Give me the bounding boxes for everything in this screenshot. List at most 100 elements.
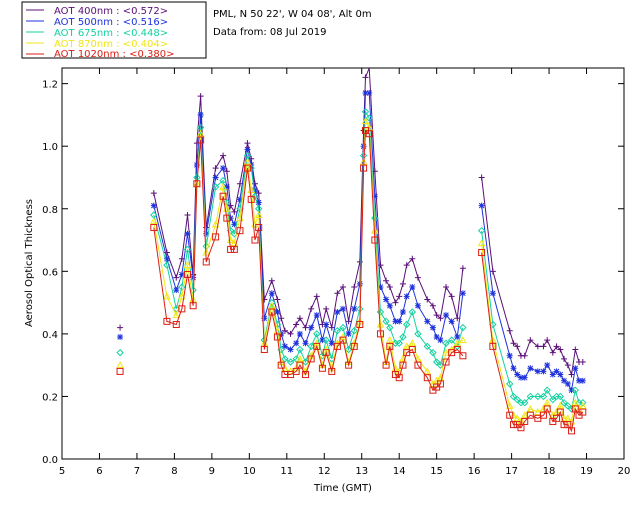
data-point (116, 348, 124, 357)
data-point (197, 111, 204, 118)
data-point (296, 361, 304, 369)
data-point (513, 414, 522, 422)
legend-label-675: AOT 675nm : <0.448> (54, 28, 168, 39)
data-point (322, 349, 330, 357)
data-point (526, 404, 535, 412)
data-point (197, 93, 204, 100)
data-point (244, 140, 251, 147)
data-point (333, 342, 341, 350)
series-line (153, 129, 464, 391)
data-point (509, 421, 517, 429)
legend-entry-870: AOT 870nm : <0.404> (26, 39, 168, 50)
data-point (296, 315, 303, 322)
data-point (436, 361, 445, 369)
x-tick-label: 20 (618, 466, 631, 477)
data-point (286, 358, 295, 366)
data-point (432, 358, 441, 366)
data-point (251, 192, 259, 200)
data-point (281, 327, 288, 334)
data-point (520, 411, 529, 419)
x-tick-label: 17 (505, 466, 518, 477)
legend-entry-500: AOT 500nm : <0.516> (26, 17, 168, 28)
data-point (281, 343, 288, 350)
data-point (436, 380, 444, 388)
data-point (323, 321, 330, 328)
data-point (318, 364, 326, 372)
data-point (509, 392, 518, 401)
data-point (571, 398, 580, 406)
data-point (386, 302, 393, 309)
data-point (564, 421, 572, 429)
data-point (231, 208, 238, 215)
data-point (356, 258, 363, 265)
y-tick-label: 1.0 (42, 142, 58, 153)
data-point (534, 343, 541, 350)
data-point (287, 346, 294, 353)
data-point (243, 157, 252, 165)
data-point (350, 327, 358, 335)
data-point (268, 277, 275, 284)
data-point (371, 214, 379, 222)
series-line (153, 119, 464, 385)
y-tick-label: 0.4 (42, 330, 58, 341)
data-point (386, 283, 393, 290)
data-point (544, 337, 551, 344)
data-point (392, 299, 399, 306)
data-point (333, 327, 342, 335)
data-point (442, 358, 450, 366)
data-point (361, 108, 370, 116)
data-point (505, 401, 514, 409)
data-point (556, 392, 565, 401)
data-point (255, 199, 262, 206)
data-point (344, 345, 353, 354)
data-point (539, 392, 548, 401)
data-point (293, 321, 300, 328)
data-point (193, 180, 201, 188)
data-point (433, 334, 440, 341)
data-point (313, 342, 321, 350)
data-point (278, 315, 285, 322)
data-point (506, 352, 513, 359)
data-point (183, 245, 192, 254)
data-point (506, 411, 514, 419)
data-point (361, 117, 370, 125)
legend-box (21, 1, 207, 59)
data-point (514, 371, 521, 378)
data-point (510, 340, 517, 347)
data-point (350, 342, 358, 350)
data-point (313, 293, 320, 300)
data-point (443, 283, 450, 290)
data-point (437, 337, 444, 344)
data-point (173, 287, 180, 294)
data-point (540, 343, 547, 350)
data-point (292, 367, 300, 375)
data-point (301, 358, 310, 366)
data-point (442, 348, 450, 356)
data-point (579, 398, 587, 407)
data-point (247, 164, 255, 172)
data-point (219, 192, 227, 200)
data-point (571, 386, 580, 394)
data-point (322, 336, 330, 344)
data-point (302, 324, 309, 331)
data-point (345, 318, 352, 325)
data-point (403, 262, 410, 269)
data-point (572, 365, 579, 372)
series-500 (117, 90, 586, 394)
data-point (307, 342, 315, 351)
data-point (459, 290, 466, 297)
x-tick-label: 13 (355, 466, 368, 477)
data-point (302, 340, 309, 347)
data-point (478, 174, 485, 181)
data-point (172, 320, 180, 328)
data-point (323, 305, 330, 312)
data-point (560, 421, 568, 429)
data-point (293, 340, 300, 347)
data-point (383, 296, 390, 303)
data-point (564, 402, 572, 410)
data-point (178, 305, 186, 313)
x-tick-label: 15 (430, 466, 443, 477)
data-point (556, 401, 565, 409)
data-point (386, 342, 394, 350)
date-info: Data from: 08 Jul 2019 (213, 27, 326, 38)
